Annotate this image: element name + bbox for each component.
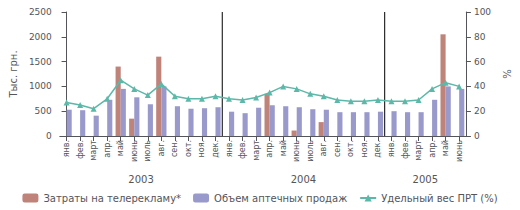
svg-text:0: 0 xyxy=(46,131,52,141)
svg-text:фев.: фев. xyxy=(401,140,410,159)
svg-text:сен.: сен. xyxy=(333,140,342,157)
svg-text:2004: 2004 xyxy=(291,174,316,185)
svg-text:сен.: сен. xyxy=(170,140,179,157)
svg-text:1500: 1500 xyxy=(29,57,52,67)
svg-text:янв.: янв. xyxy=(225,140,234,157)
svg-text:дек.: дек. xyxy=(373,140,382,158)
svg-text:окт.: окт. xyxy=(184,140,193,157)
svg-text:июль: июль xyxy=(306,140,315,162)
svg-text:май: май xyxy=(116,140,125,156)
svg-text:июль: июль xyxy=(143,140,152,162)
svg-text:апр.: апр. xyxy=(265,140,274,158)
svg-text:март: март xyxy=(252,140,261,161)
svg-text:2005: 2005 xyxy=(413,174,438,185)
svg-text:500: 500 xyxy=(35,106,52,116)
svg-text:2000: 2000 xyxy=(29,32,52,42)
svg-text:ноя.: ноя. xyxy=(197,140,206,157)
svg-text:1000: 1000 xyxy=(29,81,52,91)
svg-text:Затраты на телерекламу*: Затраты на телерекламу* xyxy=(43,193,181,204)
svg-text:Удельный вес ПРТ (%): Удельный вес ПРТ (%) xyxy=(381,193,498,204)
svg-text:Объем аптечных продаж: Объем аптечных продаж xyxy=(214,193,347,204)
svg-text:май: май xyxy=(441,140,450,156)
svg-text:2500: 2500 xyxy=(29,7,52,17)
svg-text:янв.: янв. xyxy=(62,140,71,157)
svg-text:янв.: янв. xyxy=(387,140,396,157)
svg-text:июнь: июнь xyxy=(130,140,139,162)
svg-text:авг.: авг. xyxy=(319,140,328,156)
svg-text:фев.: фев. xyxy=(238,140,247,159)
svg-text:фев.: фев. xyxy=(76,140,85,159)
svg-text:март: март xyxy=(89,140,98,161)
svg-text:%: % xyxy=(502,69,513,79)
svg-text:апр.: апр. xyxy=(103,140,112,158)
svg-text:дек.: дек. xyxy=(211,140,220,158)
svg-text:июнь: июнь xyxy=(292,140,301,162)
svg-text:60: 60 xyxy=(474,57,486,67)
svg-text:20: 20 xyxy=(474,106,486,116)
svg-text:май: май xyxy=(279,140,288,156)
svg-text:100: 100 xyxy=(474,7,491,17)
svg-text:окт.: окт. xyxy=(346,140,355,157)
svg-text:2003: 2003 xyxy=(128,174,153,185)
svg-text:июнь: июнь xyxy=(455,140,464,162)
svg-text:Тыс. грн.: Тыс. грн. xyxy=(8,50,19,98)
svg-text:40: 40 xyxy=(474,81,486,91)
svg-text:апр.: апр. xyxy=(428,140,437,158)
svg-text:авг.: авг. xyxy=(157,140,166,156)
svg-text:0: 0 xyxy=(474,131,480,141)
svg-text:80: 80 xyxy=(474,32,486,42)
svg-text:ноя.: ноя. xyxy=(360,140,369,157)
svg-text:март: март xyxy=(414,140,423,161)
